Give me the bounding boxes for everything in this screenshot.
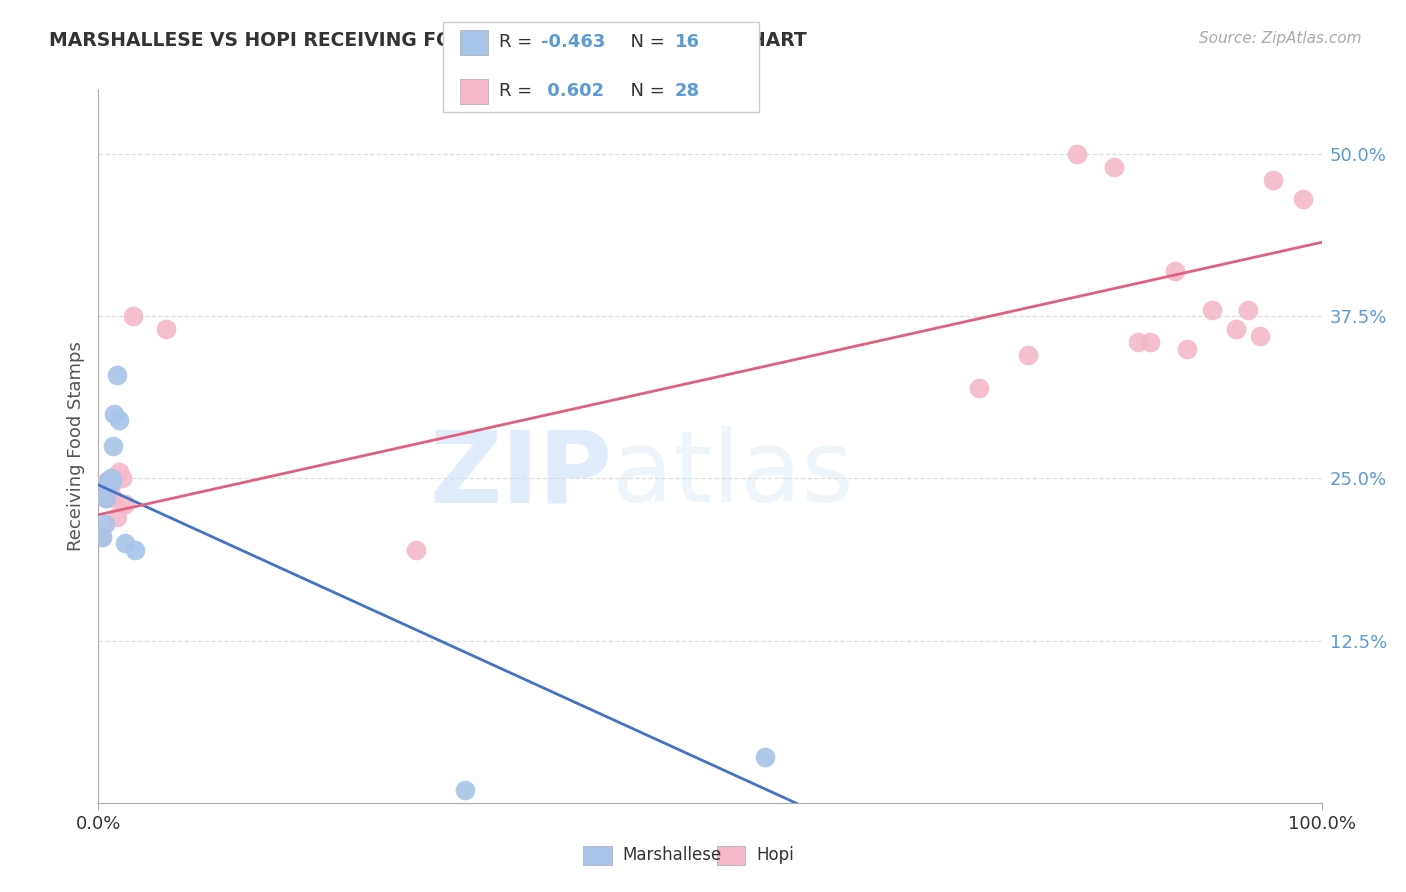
Point <box>93 491 115 505</box>
Point <box>100 471 122 485</box>
Text: Marshallese: Marshallese <box>623 847 723 864</box>
Text: 28: 28 <box>675 82 700 101</box>
Point <box>100 478 122 492</box>
Point <box>1164 264 1187 278</box>
Point <box>1201 302 1223 317</box>
Point <box>101 474 124 488</box>
Point <box>1128 335 1150 350</box>
Text: ZIP: ZIP <box>429 426 612 523</box>
Point <box>105 510 128 524</box>
Point <box>405 542 427 557</box>
Point <box>101 439 124 453</box>
Text: 0.602: 0.602 <box>541 82 605 101</box>
Point <box>98 474 121 488</box>
Point <box>1225 322 1247 336</box>
Point <box>1017 348 1039 362</box>
Text: MARSHALLESE VS HOPI RECEIVING FOOD STAMPS CORRELATION CHART: MARSHALLESE VS HOPI RECEIVING FOOD STAMP… <box>49 31 807 50</box>
Point <box>91 530 114 544</box>
Text: -0.463: -0.463 <box>541 33 606 52</box>
Point <box>1102 160 1125 174</box>
Point <box>454 782 477 797</box>
Point <box>967 381 990 395</box>
Point <box>1175 342 1198 356</box>
Text: Hopi: Hopi <box>756 847 794 864</box>
Point <box>94 491 117 505</box>
Point <box>114 536 136 550</box>
Text: Source: ZipAtlas.com: Source: ZipAtlas.com <box>1198 31 1361 46</box>
Point <box>121 310 143 324</box>
Point <box>1066 147 1088 161</box>
Y-axis label: Receiving Food Stamps: Receiving Food Stamps <box>66 341 84 551</box>
Text: R =: R = <box>499 82 538 101</box>
Point <box>98 478 121 492</box>
Text: N =: N = <box>619 33 671 52</box>
Point <box>1237 302 1260 317</box>
Text: 16: 16 <box>675 33 700 52</box>
Point <box>108 413 131 427</box>
Point <box>97 474 120 488</box>
Point <box>1261 173 1284 187</box>
Point <box>114 497 136 511</box>
Point <box>155 322 177 336</box>
Point <box>91 530 114 544</box>
Point <box>111 471 134 485</box>
Point <box>108 465 131 479</box>
Point <box>96 478 118 492</box>
Text: N =: N = <box>619 82 671 101</box>
Point <box>103 407 125 421</box>
Point <box>1249 328 1271 343</box>
Point <box>1139 335 1161 350</box>
Text: atlas: atlas <box>612 426 853 523</box>
Point <box>93 516 115 531</box>
Point <box>105 368 128 382</box>
Point <box>754 750 776 764</box>
Point <box>97 484 120 499</box>
Point <box>96 474 118 488</box>
Point <box>124 542 146 557</box>
Point <box>1292 193 1315 207</box>
Point <box>101 491 124 505</box>
Text: R =: R = <box>499 33 538 52</box>
